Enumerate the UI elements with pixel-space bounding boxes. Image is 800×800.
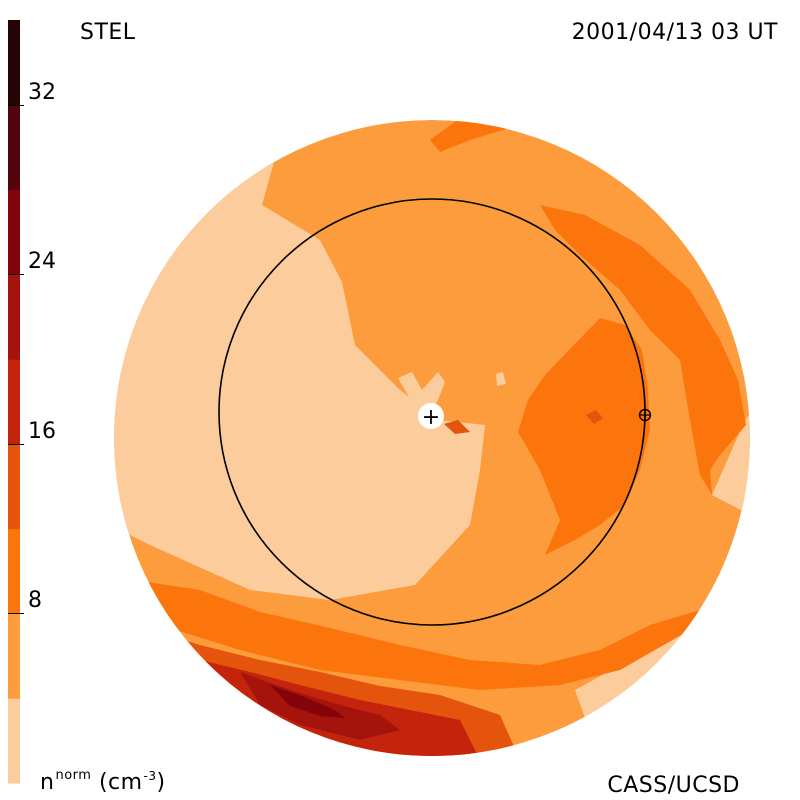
contour-mid-south-band [114, 575, 750, 690]
timestamp-label: 2001/04/13 03 UT [571, 20, 778, 45]
units-close: ) [156, 770, 166, 795]
contour-pale-west [114, 140, 485, 600]
units-label: nnorm (cm-3) [40, 768, 166, 795]
units-superscript: norm [55, 768, 92, 783]
credit-label: CASS/UCSD [607, 773, 740, 798]
contour-pale-dot [496, 372, 506, 386]
earth-marker [638, 408, 652, 422]
colorbar-tick-mark [8, 104, 24, 106]
contour-pale-spike [398, 372, 445, 412]
colorbar-band-0 [8, 698, 20, 784]
contour-deep-spot-center [444, 420, 470, 434]
colorbar-band-6 [8, 189, 20, 275]
instrument-label: STEL [80, 20, 136, 45]
colorbar-band-2 [8, 528, 20, 614]
colorbar-band-8 [8, 20, 20, 106]
sun-marker: + [418, 403, 444, 430]
contour-maroon-core [270, 685, 345, 718]
colorbar-tick-label: 8 [28, 588, 42, 614]
units-base: n [40, 770, 55, 795]
sun-symbol: + [422, 405, 440, 430]
colorbar-band-3 [8, 443, 20, 530]
colorbar-band-4 [8, 359, 20, 445]
colorbar-tick-mark [8, 274, 24, 276]
contour-mid-east-blob [518, 318, 650, 555]
contour-deep-spot [586, 410, 603, 424]
units-open: (cm [98, 770, 143, 795]
colorbar-tick-mark [8, 443, 24, 445]
colorbar [8, 20, 20, 784]
colorbar-band-5 [8, 274, 20, 360]
colorbar-tick-label: 24 [28, 249, 56, 275]
contour-mid-east-arc [540, 205, 746, 495]
colorbar-tick-label: 32 [28, 79, 56, 105]
colorbar-band-7 [8, 104, 20, 191]
colorbar-band-1 [8, 613, 20, 699]
colorbar-tick-mark [8, 613, 24, 615]
colorbar-tick-label: 16 [28, 418, 56, 444]
units-exponent: -3 [143, 769, 157, 783]
density-contours [114, 120, 750, 756]
